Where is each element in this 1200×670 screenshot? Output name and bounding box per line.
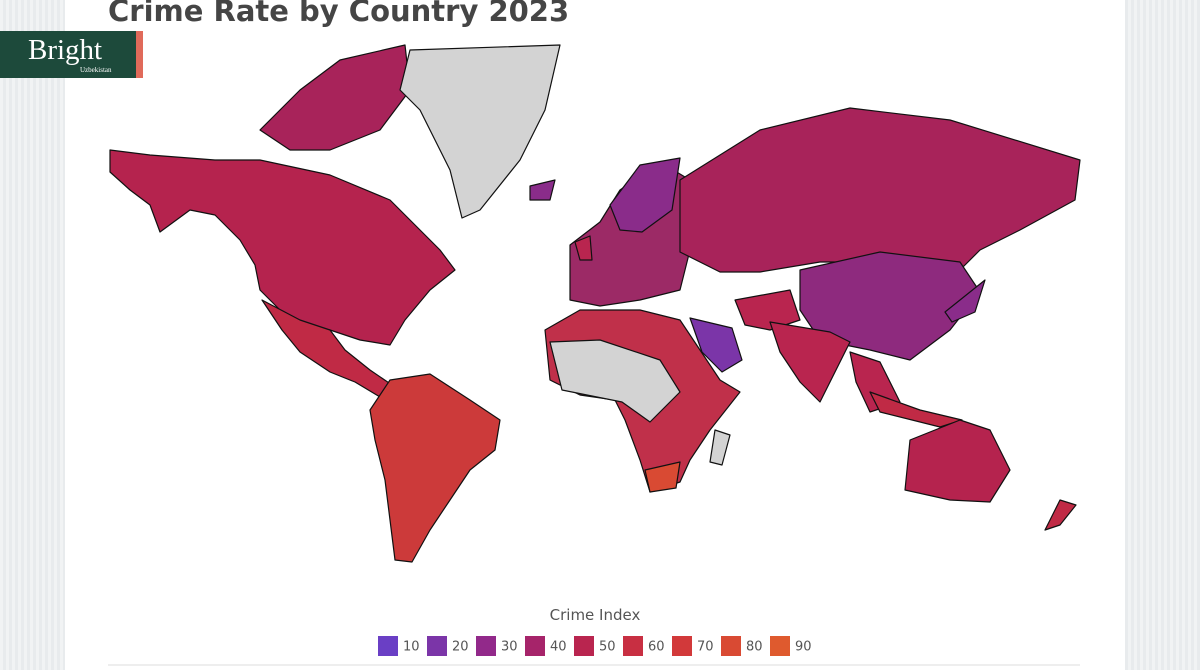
legend-label: 70 (697, 640, 714, 655)
region (679, 107, 1081, 281)
legend-swatch (378, 636, 398, 656)
legend: 10 20 30 40 50 60 70 80 90 (378, 636, 812, 656)
region (944, 279, 986, 323)
legend-label: 90 (795, 640, 812, 655)
region (1044, 499, 1077, 531)
region (904, 419, 1011, 503)
region (869, 391, 963, 428)
logo-name: Bright (28, 34, 103, 66)
region (689, 317, 743, 373)
region (529, 179, 556, 201)
legend-label: 60 (648, 640, 665, 655)
legend-label: 50 (599, 640, 616, 655)
region (399, 44, 561, 219)
region (574, 235, 593, 261)
region (369, 373, 501, 563)
legend-swatch (770, 636, 790, 656)
region (549, 339, 681, 423)
region (769, 321, 851, 403)
legend-label: 80 (746, 640, 763, 655)
logo-subtitle: Uzbekistan (80, 66, 112, 74)
legend-label: 40 (550, 640, 567, 655)
region (609, 157, 681, 233)
legend-swatch (525, 636, 545, 656)
legend-swatch (476, 636, 496, 656)
legend-swatch (574, 636, 594, 656)
legend-swatch (623, 636, 643, 656)
region (799, 251, 981, 361)
legend-swatch (721, 636, 741, 656)
region (734, 289, 801, 331)
region (259, 44, 411, 151)
legend-swatch (427, 636, 447, 656)
logo: Bright Uzbekistan (0, 31, 143, 78)
region (644, 461, 681, 493)
legend-label: 10 (403, 640, 420, 655)
legend-swatch (672, 636, 692, 656)
page-title: Crime Rate by Country 2023 (108, 0, 570, 28)
region (709, 429, 731, 466)
legend-label: 20 (452, 640, 469, 655)
world-map (109, 44, 1081, 563)
legend-label: 30 (501, 640, 518, 655)
legend-title: Crime Index (550, 606, 641, 624)
